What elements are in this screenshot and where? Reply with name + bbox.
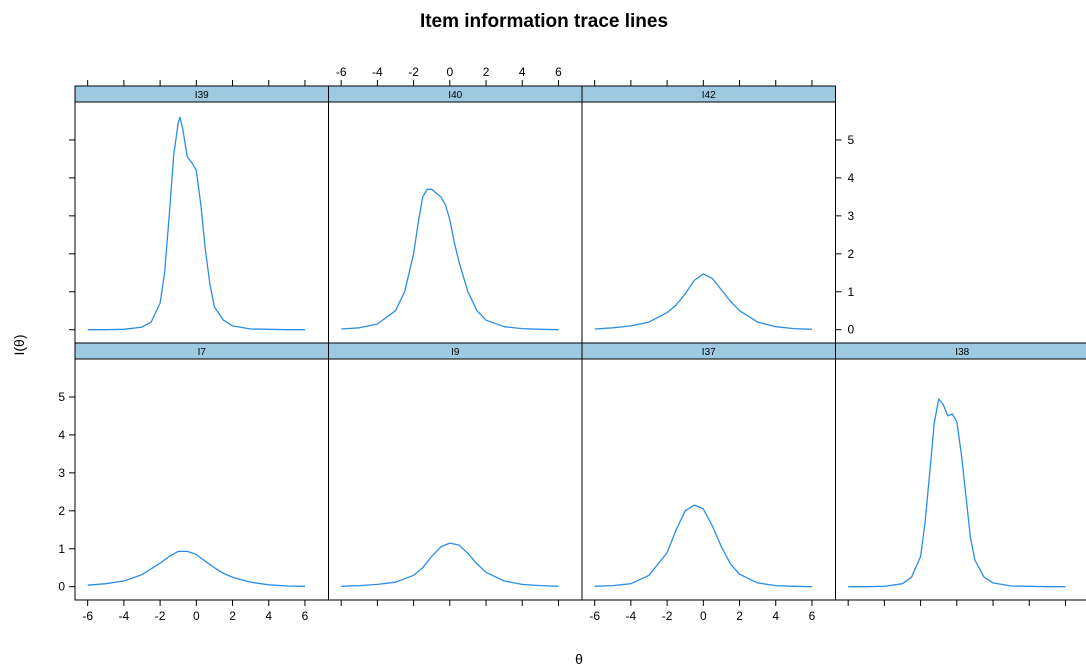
x-tick-label: -6 [82,609,93,623]
strip-label: I39 [195,90,209,101]
x-tick-label: 4 [265,609,272,623]
y-tick-label: 4 [58,428,65,442]
y-tick-label: 0 [848,323,855,337]
x-tick-label: 2 [483,65,490,79]
x-tick-label: -4 [372,65,383,79]
x-tick-label: -6 [336,65,347,79]
trace-line-i40 [341,188,559,331]
trace-line-i9 [341,542,559,587]
x-axis-title: θ [575,651,583,667]
x-tick-label: -6 [589,609,600,623]
y-tick-label: 0 [58,580,65,594]
x-tick-label: 6 [809,609,816,623]
x-tick-label: 6 [302,609,309,623]
strip-label: I40 [448,90,462,101]
trace-line-i39 [87,116,305,331]
panel-frame [581,358,836,601]
x-tick-label: -2 [408,65,419,79]
x-tick-label: 0 [193,609,200,623]
x-tick-label: -2 [155,609,166,623]
x-tick-label: 6 [555,65,562,79]
trace-line-i37 [594,504,813,588]
chart-title: Item information trace lines [420,11,668,32]
panel-frame [581,101,836,344]
x-tick-label: -2 [662,609,673,623]
x-tick-label: 2 [229,609,236,623]
strip-label: I38 [955,347,969,358]
trace-line-i7 [87,550,306,587]
strip-label: I42 [702,90,716,101]
y-tick-label: 1 [58,542,65,556]
y-tick-label: 3 [58,466,65,480]
x-tick-label: 4 [519,65,526,79]
x-tick-label: 0 [446,65,453,79]
x-tick-label: 0 [700,609,707,623]
y-tick-label: 3 [848,209,855,223]
y-tick-label: 4 [848,171,855,185]
y-tick-label: 2 [58,504,65,518]
y-tick-label: 5 [848,133,855,147]
panel-frame [835,358,1086,601]
trace-line-i38 [848,398,1066,588]
panel-frame [328,358,583,601]
y-tick-label: 2 [848,247,855,261]
x-tick-label: 4 [772,609,779,623]
y-axis-title: I(θ) [11,335,27,356]
y-tick-label: 5 [58,390,65,404]
x-tick-label: -4 [119,609,130,623]
y-tick-label: 1 [848,285,855,299]
panel-frame [74,358,329,601]
panel-frame [328,101,583,344]
x-tick-label: -4 [626,609,637,623]
strip-label: I37 [702,347,716,358]
panel-area: I39 I40 I42 I7 I9 I37 I38 -6 -4 -2 0 2 4 6 -6 -4 -2 0 2 4 6 -… [58,65,1086,623]
strip-label: I9 [451,347,460,358]
trace-line-i42 [594,273,813,330]
strip-label: I7 [198,347,207,358]
panel-frame [74,101,329,344]
x-tick-label: 2 [736,609,743,623]
